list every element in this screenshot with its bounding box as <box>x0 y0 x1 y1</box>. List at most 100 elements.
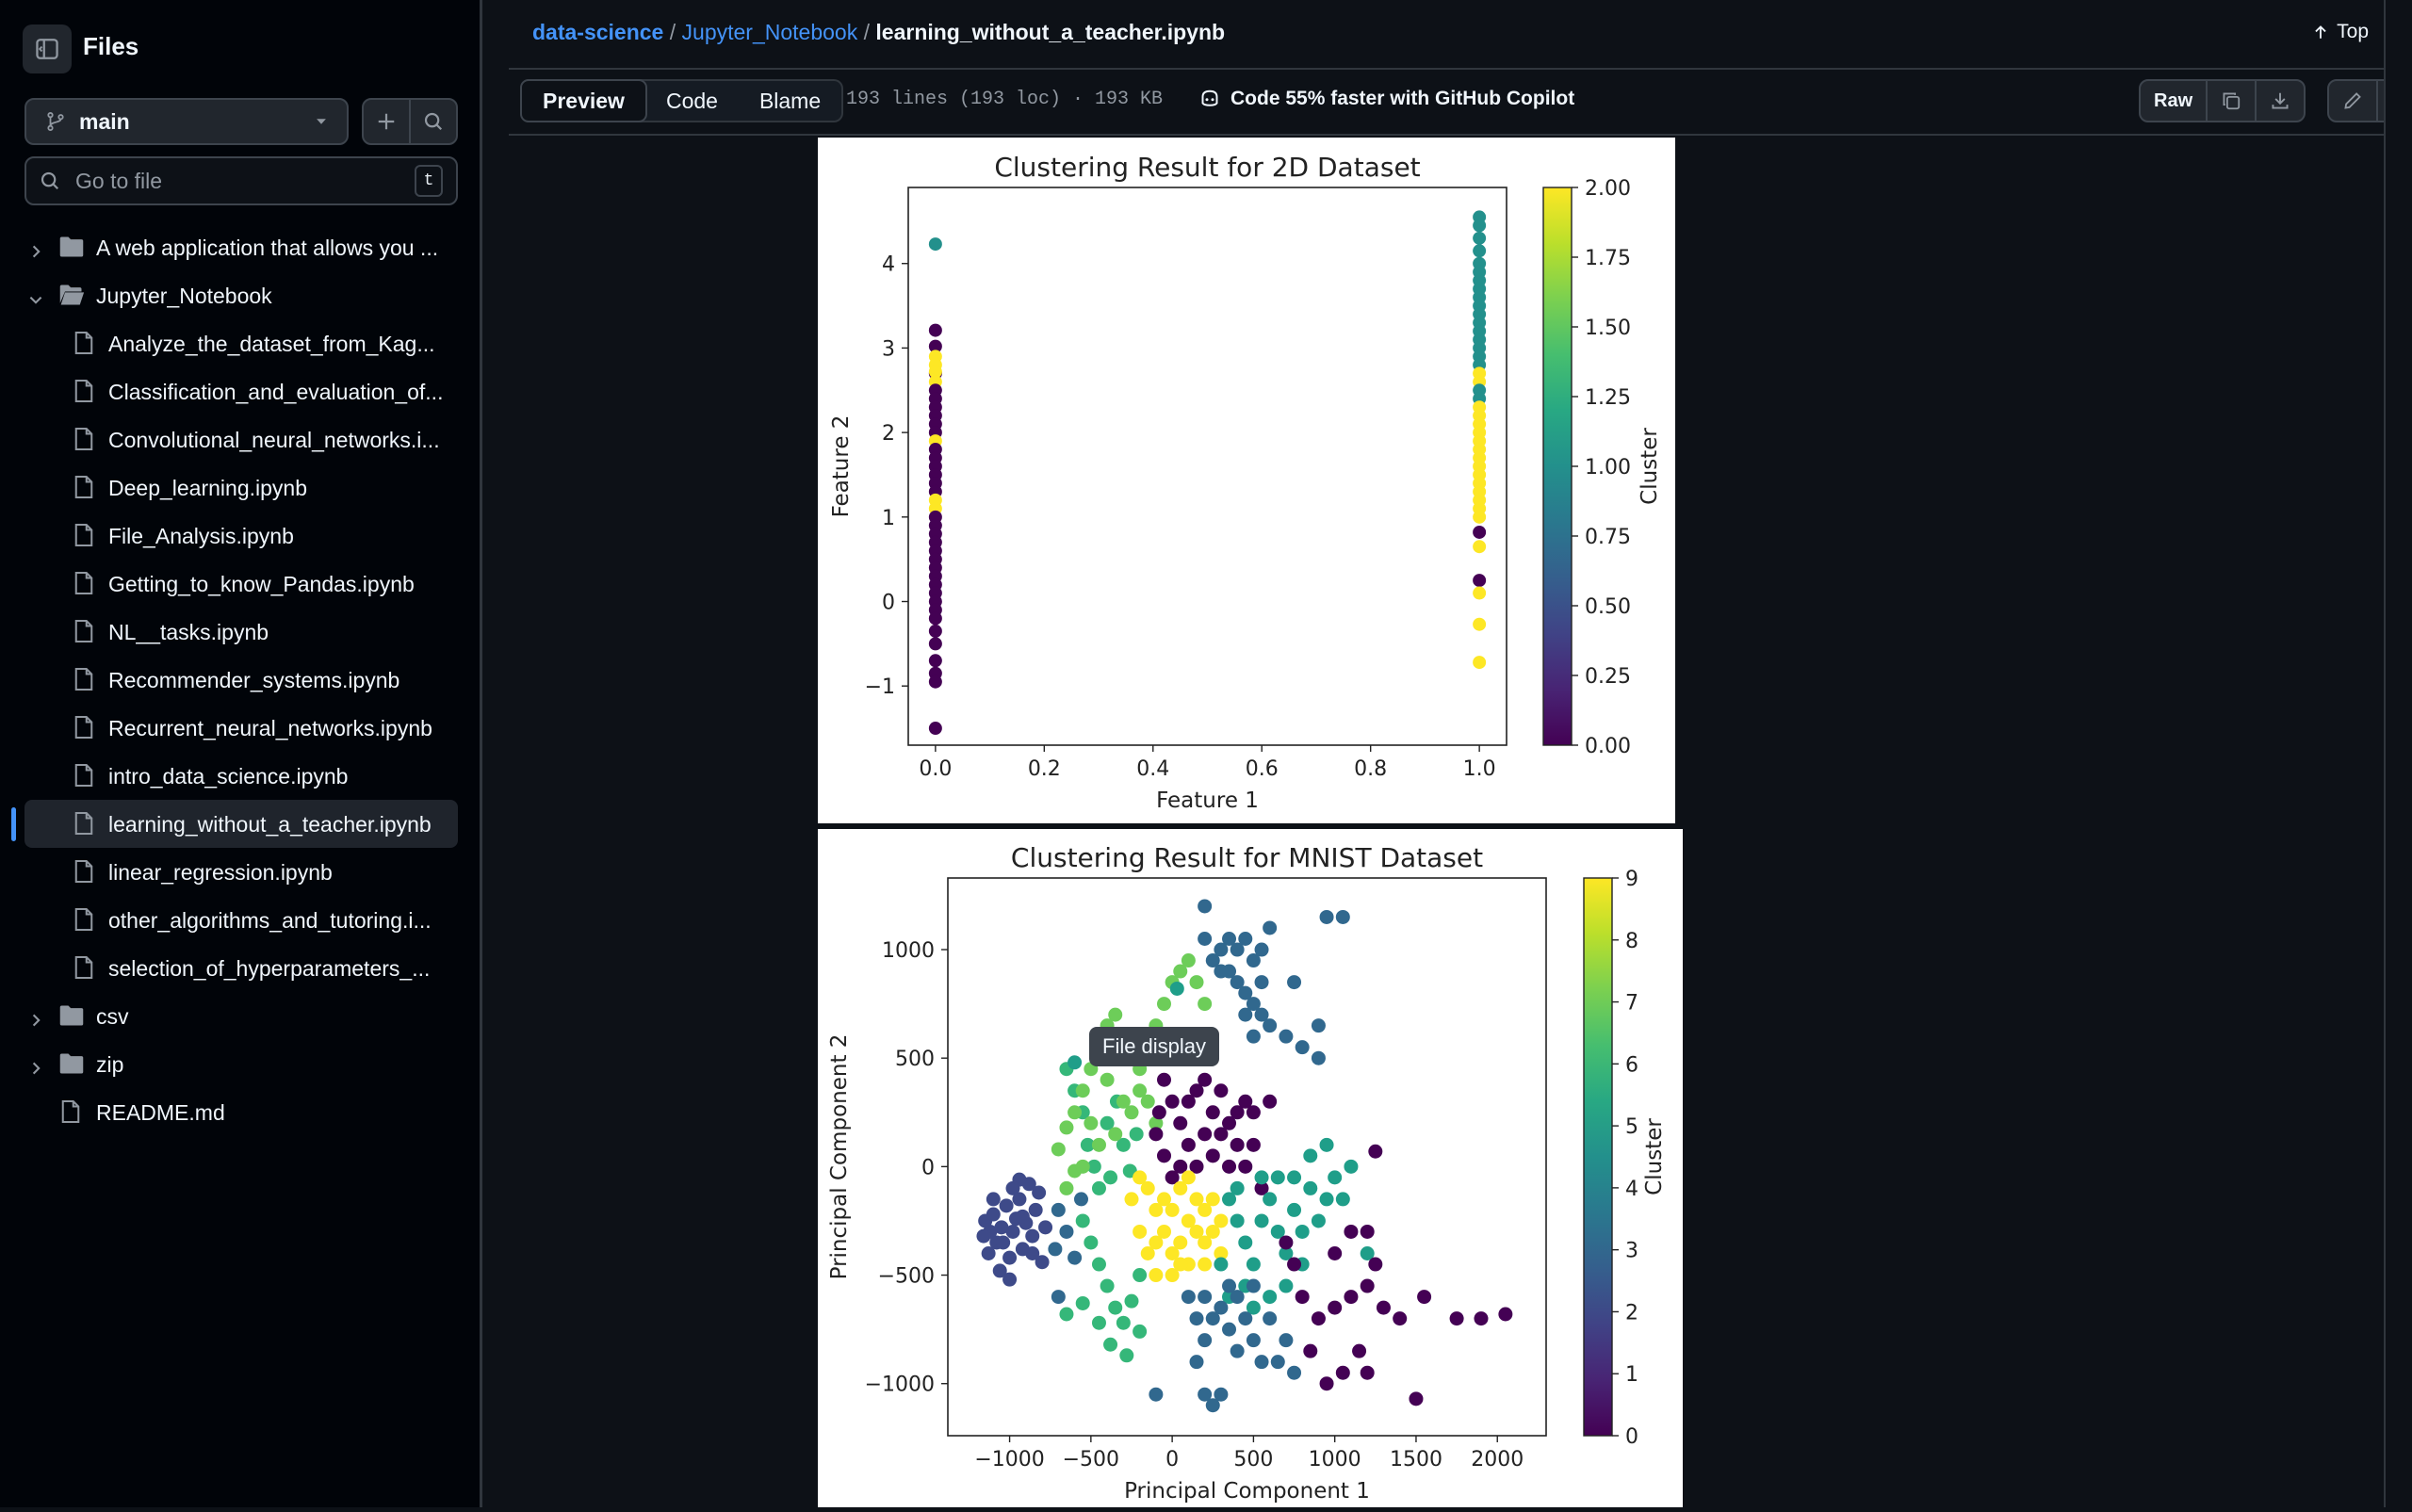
breadcrumb-separator: / <box>669 20 676 44</box>
edit-file-button[interactable] <box>2329 81 2378 121</box>
data-point <box>1075 1295 1090 1310</box>
tree-folder-item[interactable]: zip <box>0 1040 482 1088</box>
data-point <box>1140 1246 1155 1261</box>
colorbar-tick-label: 0 <box>1625 1425 1638 1449</box>
tree-file-item[interactable]: NL__tasks.ipynb <box>0 608 482 656</box>
expand-toggle[interactable] <box>28 239 43 265</box>
data-point <box>1051 1142 1066 1157</box>
folder-icon <box>59 1005 84 1026</box>
data-point <box>1311 1018 1326 1033</box>
go-to-file-input[interactable] <box>73 167 398 195</box>
data-point <box>1473 244 1487 258</box>
tree-file-item[interactable]: Convolutional_neural_networks.i... <box>0 415 482 463</box>
page-scrollbar[interactable] <box>2384 0 2412 1507</box>
data-point <box>1328 1170 1343 1185</box>
data-point <box>1189 1083 1204 1098</box>
tree-file-item[interactable]: other_algorithms_and_tutoring.i... <box>0 896 482 944</box>
data-point <box>1238 931 1253 946</box>
data-point <box>1075 1083 1090 1098</box>
data-point <box>1311 1050 1326 1065</box>
data-point <box>1173 1115 1188 1130</box>
data-point <box>1222 1322 1237 1337</box>
data-point <box>1198 1235 1213 1250</box>
data-point <box>1181 1137 1196 1152</box>
download-button[interactable] <box>2257 81 2304 121</box>
tree-file-item[interactable]: Analyze_the_dataset_from_Kag... <box>0 319 482 367</box>
data-point <box>1254 1170 1269 1185</box>
tab-code[interactable]: Code <box>665 88 718 113</box>
data-point <box>1263 1094 1278 1109</box>
data-point <box>1173 1235 1188 1250</box>
tree-file-item[interactable]: File_Analysis.ipynb <box>0 512 482 560</box>
tree-folder-item[interactable]: csv <box>0 992 482 1040</box>
data-point <box>1335 909 1350 924</box>
data-point <box>1352 1343 1367 1358</box>
search-repo-button[interactable] <box>409 98 458 145</box>
view-mode-tabs: Preview Code Blame <box>520 79 844 122</box>
x-tick-label: −500 <box>1063 1448 1119 1471</box>
colorbar-tick-label: 0.25 <box>1585 665 1631 689</box>
y-tick-label: 2 <box>882 422 895 446</box>
expand-toggle[interactable] <box>28 1056 43 1081</box>
data-point <box>1165 1246 1180 1261</box>
data-point <box>1230 942 1245 957</box>
data-point <box>1254 1213 1269 1228</box>
tree-file-item[interactable]: Recurrent_neural_networks.ipynb <box>0 704 482 752</box>
tree-file-item[interactable]: README.md <box>0 1088 482 1136</box>
data-point <box>1181 953 1196 968</box>
data-point <box>1073 1192 1088 1207</box>
tree-file-item[interactable]: selection_of_hyperparameters_... <box>0 944 482 992</box>
y-tick-label: 0 <box>882 592 895 615</box>
data-point <box>1173 1257 1188 1272</box>
data-point <box>1254 1007 1269 1022</box>
data-point <box>1311 1213 1326 1228</box>
tree-file-item[interactable]: Recommender_systems.ipynb <box>0 656 482 704</box>
data-point <box>1238 1007 1253 1022</box>
tree-file-item[interactable]: linear_regression.ipynb <box>0 848 482 896</box>
data-point <box>1360 1246 1375 1261</box>
add-file-button[interactable] <box>362 98 411 145</box>
tree-file-item[interactable]: Classification_and_evaluation_of... <box>0 367 482 415</box>
tree-file-item[interactable]: intro_data_science.ipynb <box>0 752 482 800</box>
tree-file-item[interactable]: Getting_to_know_Pandas.ipynb <box>0 560 482 608</box>
data-point <box>928 624 942 638</box>
data-point <box>1035 1255 1050 1270</box>
collapse-sidebar-button[interactable] <box>23 24 72 73</box>
copy-raw-button[interactable] <box>2208 81 2257 121</box>
colorbar-tick-label: 7 <box>1625 992 1638 1016</box>
raw-button[interactable]: Raw <box>2141 81 2208 121</box>
data-point <box>1344 1224 1359 1239</box>
data-point <box>1214 1213 1229 1228</box>
tree-item-label: linear_regression.ipynb <box>108 860 333 885</box>
data-point <box>1473 510 1487 524</box>
breadcrumb-folder-link[interactable]: Jupyter_Notebook <box>681 20 858 44</box>
tree-item-label: Recurrent_neural_networks.ipynb <box>108 716 432 740</box>
tree-file-item[interactable]: learning_without_a_teacher.ipynb <box>0 800 482 848</box>
expand-toggle[interactable] <box>28 1008 43 1033</box>
tab-preview[interactable]: Preview <box>520 79 647 122</box>
scroll-top-button[interactable]: Top <box>2312 21 2369 43</box>
data-point <box>1189 1192 1204 1207</box>
tab-blame[interactable]: Blame <box>758 88 822 113</box>
tree-file-item[interactable]: Deep_learning.ipynb <box>0 463 482 512</box>
breadcrumb-repo-link[interactable]: data-science <box>532 20 664 44</box>
file-icon <box>74 523 93 547</box>
data-point <box>1360 1365 1375 1380</box>
tree-folder-item[interactable]: A web application that allows you ... <box>0 223 482 271</box>
sidebar-title: Files <box>83 32 139 60</box>
data-point <box>1100 1072 1115 1087</box>
colorbar-tick-label: 1.75 <box>1585 247 1631 270</box>
tree-folder-item[interactable]: Jupyter_Notebook <box>0 271 482 319</box>
git-branch-icon <box>47 112 64 131</box>
data-point <box>1287 975 1302 990</box>
data-point <box>1116 1094 1131 1109</box>
expand-toggle[interactable] <box>28 287 43 313</box>
top-label: Top <box>2337 21 2369 42</box>
data-point <box>1149 1127 1164 1142</box>
data-point <box>1198 1333 1213 1348</box>
chevron-right-icon <box>32 1014 41 1027</box>
go-to-file-box[interactable]: t <box>24 156 458 205</box>
copilot-promo-link[interactable]: Code 55% faster with GitHub Copilot <box>1198 88 1574 110</box>
branch-selector[interactable]: main <box>24 98 349 145</box>
data-point <box>1222 1278 1237 1293</box>
